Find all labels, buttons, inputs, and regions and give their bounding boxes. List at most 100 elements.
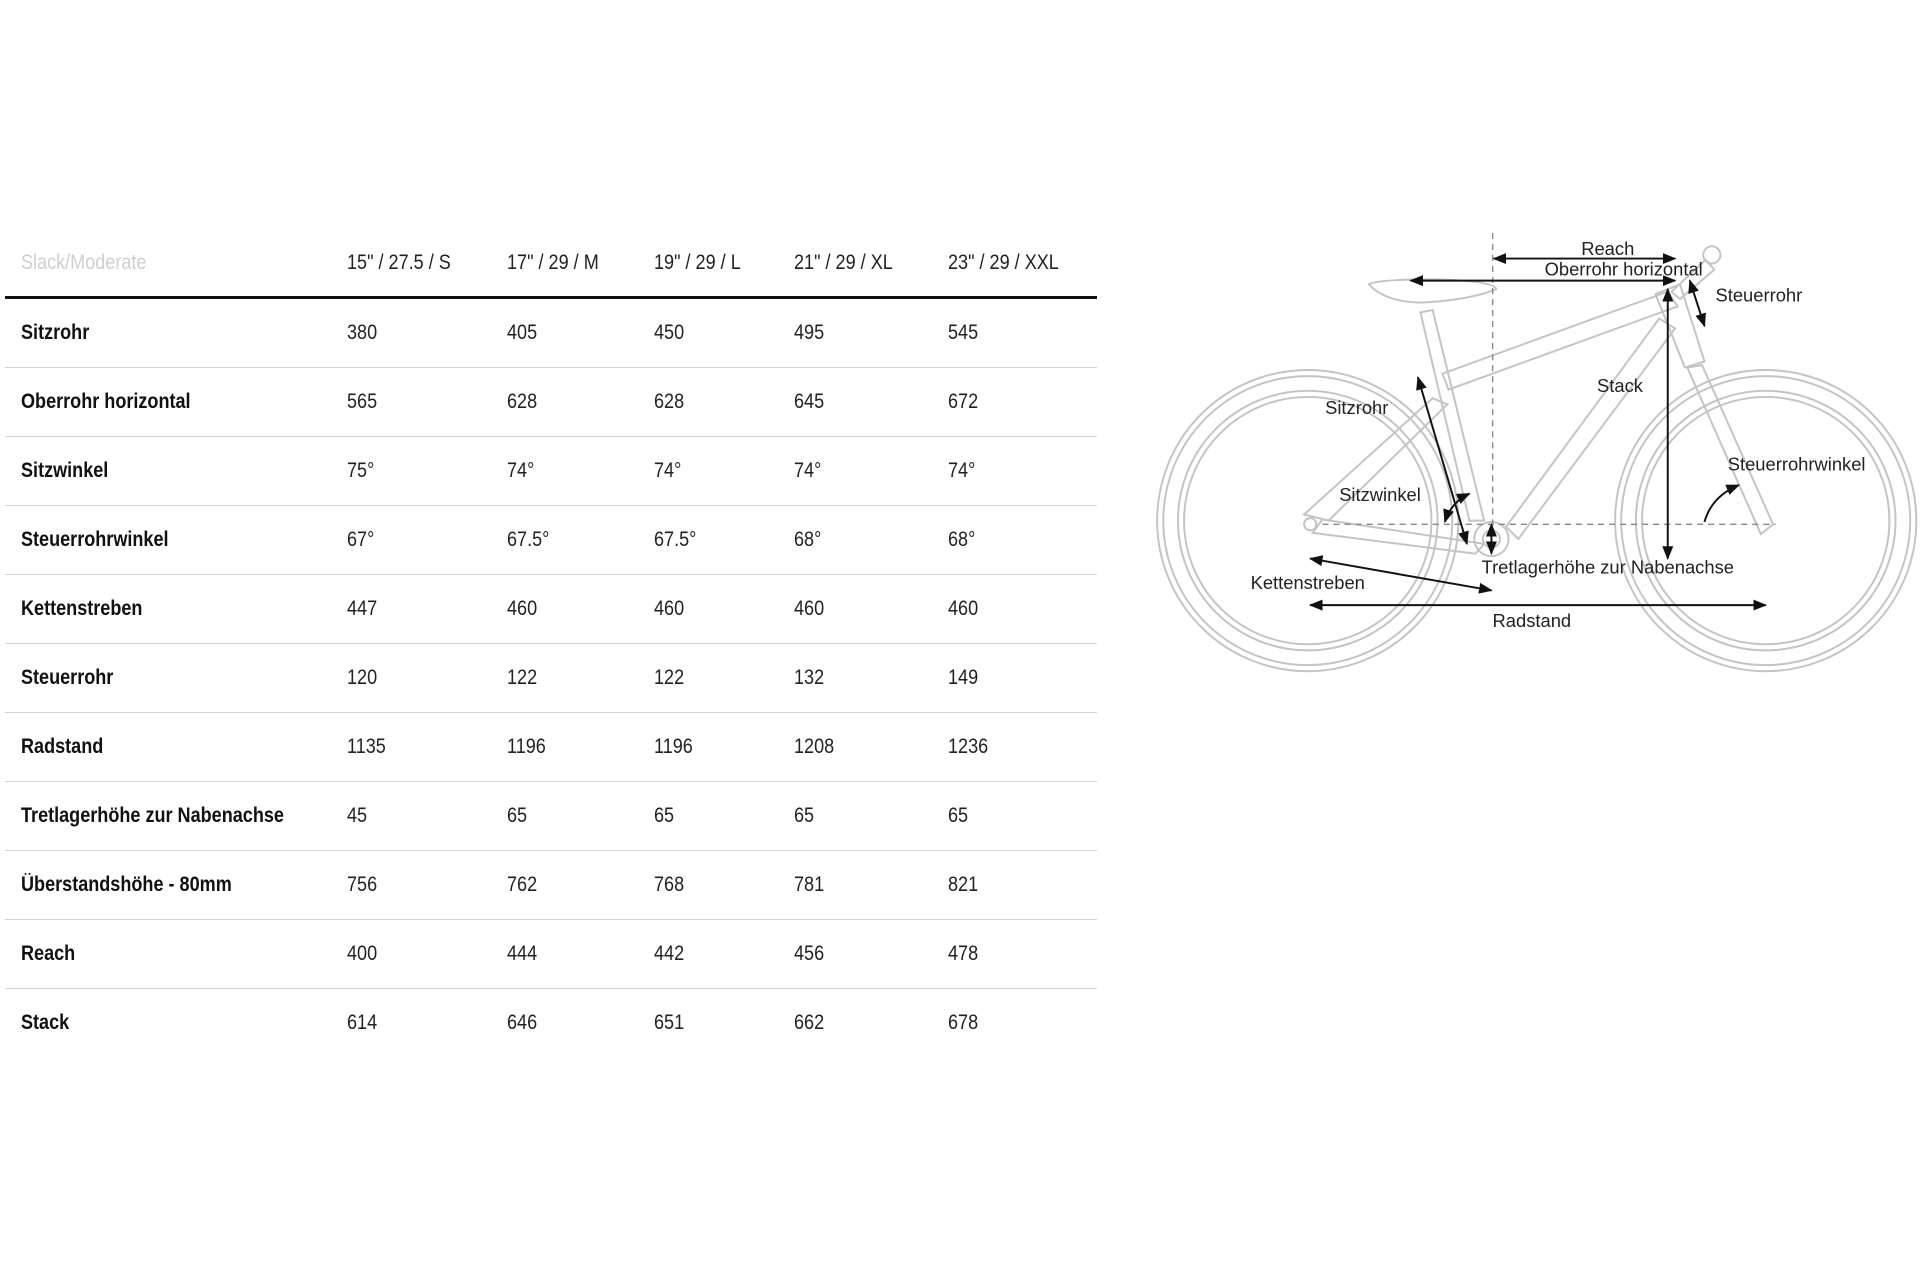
label-seat-tube: Sitzrohr — [1325, 397, 1388, 418]
row-value: 460 — [654, 597, 685, 620]
table-row: Sitzrohr 380 405 450 495 545 — [5, 299, 1097, 368]
row-value: 651 — [654, 1011, 685, 1034]
row-value: 120 — [347, 666, 378, 689]
row-value: 672 — [948, 390, 979, 413]
row-value: 405 — [507, 321, 538, 344]
chainstay-arrow — [1308, 555, 1493, 594]
row-value: 545 — [948, 321, 979, 344]
geometry-table: Slack/Moderate 15" / 27.5 / S 17" / 29 /… — [5, 240, 1097, 1057]
row-value: 447 — [347, 597, 378, 620]
label-top-tube: Oberrohr horizontal — [1545, 259, 1703, 280]
size-header: 21" / 29 / XL — [794, 251, 893, 274]
row-label: Reach — [21, 942, 76, 965]
row-value: 762 — [507, 873, 538, 896]
row-label: Stack — [21, 1011, 70, 1034]
row-value: 768 — [654, 873, 685, 896]
row-value: 65 — [507, 804, 528, 827]
row-value: 1196 — [654, 735, 693, 758]
label-head-tube: Steuerrohr — [1716, 284, 1803, 305]
row-value: 450 — [654, 321, 685, 344]
label-stack: Stack — [1597, 375, 1644, 396]
row-value: 149 — [948, 666, 979, 689]
row-value: 65 — [654, 804, 675, 827]
row-value: 678 — [948, 1011, 979, 1034]
row-value: 1196 — [507, 735, 546, 758]
row-value: 1135 — [347, 735, 386, 758]
seat-angle-arrow — [1443, 492, 1471, 524]
row-label: Sitzwinkel — [21, 459, 109, 482]
row-value: 645 — [794, 390, 825, 413]
row-label: Überstandshöhe - 80mm — [21, 873, 232, 896]
row-label: Sitzrohr — [21, 321, 90, 344]
table-row: Steuerrohr 120 122 122 132 149 — [5, 644, 1097, 713]
label-reach: Reach — [1581, 238, 1634, 259]
row-value: 460 — [507, 597, 538, 620]
size-header: 19" / 29 / L — [654, 251, 741, 274]
row-value: 68° — [794, 528, 822, 551]
row-value: 628 — [654, 390, 685, 413]
row-value: 456 — [794, 942, 825, 965]
row-value: 74° — [654, 459, 682, 482]
measurement-arrows — [1308, 253, 1768, 611]
row-value: 380 — [347, 321, 378, 344]
row-value: 67° — [347, 528, 375, 551]
row-value: 122 — [654, 666, 685, 689]
row-value: 45 — [347, 804, 368, 827]
row-value: 67.5° — [654, 528, 697, 551]
table-row: Sitzwinkel 75° 74° 74° 74° 74° — [5, 437, 1097, 506]
row-value: 781 — [794, 873, 825, 896]
row-value: 442 — [654, 942, 685, 965]
seat-tube-arrow — [1416, 376, 1469, 546]
front-wheel — [1614, 369, 1918, 673]
row-value: 444 — [507, 942, 538, 965]
table-row: Kettenstreben 447 460 460 460 460 — [5, 575, 1097, 644]
label-chainstay: Kettenstreben — [1251, 572, 1365, 593]
row-value: 74° — [948, 459, 976, 482]
row-value: 821 — [948, 873, 979, 896]
label-wheelbase: Radstand — [1493, 610, 1572, 631]
row-value: 75° — [347, 459, 375, 482]
row-value: 65 — [948, 804, 969, 827]
label-head-angle: Steuerrohrwinkel — [1728, 453, 1866, 474]
row-value: 565 — [347, 390, 378, 413]
row-value: 400 — [347, 942, 378, 965]
row-value: 495 — [794, 321, 825, 344]
table-row: Tretlagerhöhe zur Nabenachse 45 65 65 65 65 — [5, 782, 1097, 851]
rear-wheel — [1156, 369, 1460, 673]
row-value: 132 — [794, 666, 825, 689]
row-value: 478 — [948, 942, 979, 965]
row-value: 65 — [794, 804, 815, 827]
label-bb-drop: Tretlagerhöhe zur Nabenachse — [1482, 556, 1734, 577]
row-value: 628 — [507, 390, 538, 413]
row-value: 74° — [507, 459, 535, 482]
table-row: Reach 400 444 442 456 478 — [5, 920, 1097, 989]
row-value: 68° — [948, 528, 976, 551]
row-value: 122 — [507, 666, 538, 689]
table-row: Stack 614 646 651 662 678 — [5, 989, 1097, 1057]
size-header: 23" / 29 / XXL — [948, 251, 1059, 274]
table-row: Radstand 1135 1196 1196 1208 1236 — [5, 713, 1097, 782]
table-row: Oberrohr horizontal 565 628 628 645 672 — [5, 368, 1097, 437]
row-label: Steuerrohr — [21, 666, 114, 689]
row-value: 1236 — [948, 735, 989, 758]
size-header: 17" / 29 / M — [507, 251, 599, 274]
row-value: 646 — [507, 1011, 538, 1034]
row-label: Radstand — [21, 735, 104, 758]
table-header: Slack/Moderate 15" / 27.5 / S 17" / 29 /… — [5, 240, 1097, 299]
row-value: 74° — [794, 459, 822, 482]
table-row: Überstandshöhe - 80mm 756 762 768 781 821 — [5, 851, 1097, 920]
row-label: Oberrohr horizontal — [21, 390, 191, 413]
head-angle-arrow — [1703, 484, 1741, 523]
row-value: 67.5° — [507, 528, 550, 551]
head-tube-arrow — [1688, 279, 1706, 328]
label-seat-angle: Sitzwinkel — [1339, 484, 1421, 505]
row-value: 756 — [347, 873, 378, 896]
size-header: 15" / 27.5 / S — [347, 251, 451, 274]
row-value: 614 — [347, 1011, 378, 1034]
row-value: 1208 — [794, 735, 835, 758]
row-label: Tretlagerhöhe zur Nabenachse — [21, 804, 284, 827]
diagram-labels: Reach Oberrohr horizontal Steuerrohr Sta… — [1251, 238, 1866, 631]
bike-frame — [1156, 245, 1918, 673]
row-value: 662 — [794, 1011, 825, 1034]
row-value: 460 — [948, 597, 979, 620]
